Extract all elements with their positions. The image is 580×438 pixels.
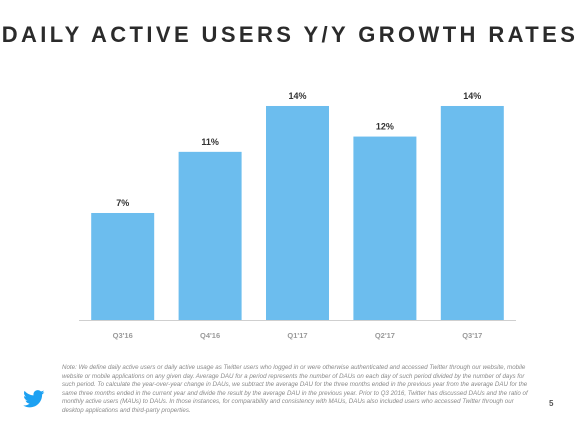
bar xyxy=(353,136,417,320)
bar xyxy=(266,105,329,320)
labels-layer: 7% Q3'16 11% Q4'16 14% Q1'17 12% Q2'17 14% Q3'17 xyxy=(113,91,483,340)
data-label: 11% xyxy=(201,137,219,147)
x-tick-label: Q1'17 xyxy=(287,331,307,340)
twitter-bird-icon xyxy=(23,390,45,408)
page-title: DAILY ACTIVE USERS Y/Y GROWTH RATES xyxy=(1,22,579,47)
x-tick-label: Q4'16 xyxy=(200,331,220,340)
bars-layer xyxy=(91,105,504,320)
footnote-text: Note: We define daily active users or da… xyxy=(62,364,528,414)
page-number: 5 xyxy=(549,399,554,408)
data-label: 7% xyxy=(116,198,129,208)
bar xyxy=(91,212,155,320)
bar xyxy=(178,151,242,320)
x-tick-label: Q3'17 xyxy=(462,331,482,340)
data-label: 14% xyxy=(463,91,481,101)
bar xyxy=(440,105,504,320)
x-tick-label: Q3'16 xyxy=(113,331,133,340)
x-tick-label: Q2'17 xyxy=(375,331,395,340)
data-label: 12% xyxy=(376,122,394,132)
data-label: 14% xyxy=(288,91,306,101)
